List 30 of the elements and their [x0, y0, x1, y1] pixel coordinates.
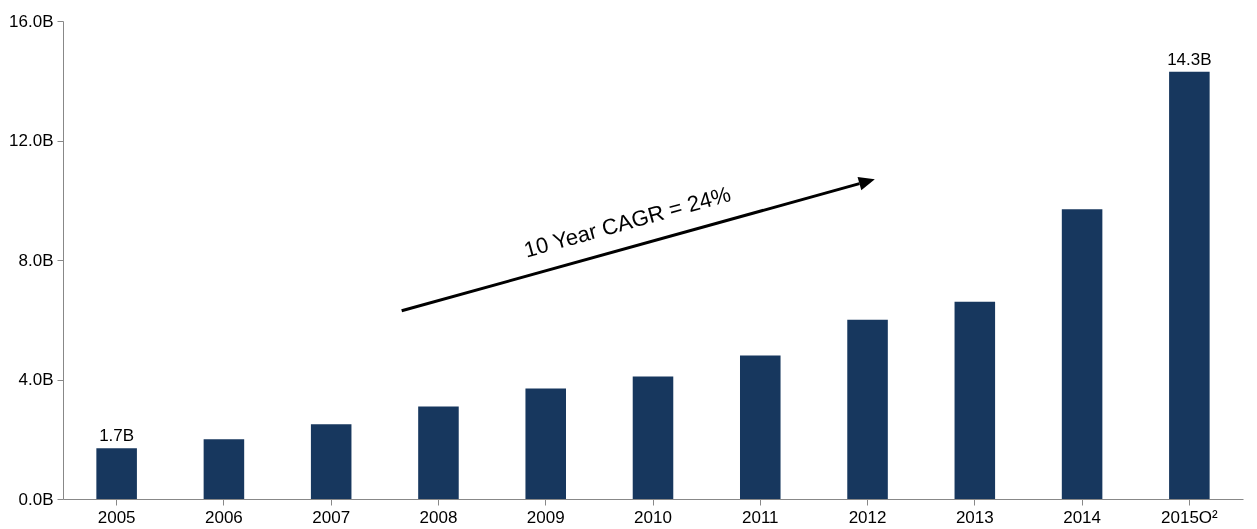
x-tick-label: 2005 [97, 507, 136, 527]
bar [203, 439, 245, 499]
y-tick-label: 16.0B [9, 11, 54, 31]
x-tick-label: 2015O² [1161, 507, 1219, 527]
annotation: 10 Year CAGR = 24% [521, 181, 734, 263]
data-label: 14.3B [1167, 49, 1212, 69]
x-tick-label: 2010 [634, 507, 672, 527]
y-tick-label: 4.0B [18, 370, 54, 389]
x-tick-label: 2012 [848, 507, 887, 527]
x-tick-label: 2011 [741, 507, 779, 527]
x-tick-label: 2009 [526, 507, 565, 527]
x-tick-label: 2006 [205, 507, 243, 527]
data-label: 1.7B [99, 426, 135, 446]
bar [96, 448, 137, 499]
x-tick-label: 2013 [955, 507, 994, 527]
y-tick-label: 0.0B [18, 489, 54, 509]
x-tick-label: 2007 [312, 507, 351, 527]
bar [847, 319, 888, 499]
x-tick-label: 2008 [419, 507, 458, 527]
bar [310, 424, 352, 499]
bar [632, 376, 674, 499]
bar [525, 388, 566, 499]
y-tick-label: 8.0B [18, 250, 54, 270]
bar [418, 406, 459, 499]
bar [740, 355, 781, 499]
y-tick-label: 12.0B [9, 131, 54, 150]
bar [1061, 209, 1103, 499]
x-tick-label: 2014 [1063, 507, 1101, 527]
bar [1169, 71, 1210, 499]
bar [954, 301, 996, 499]
